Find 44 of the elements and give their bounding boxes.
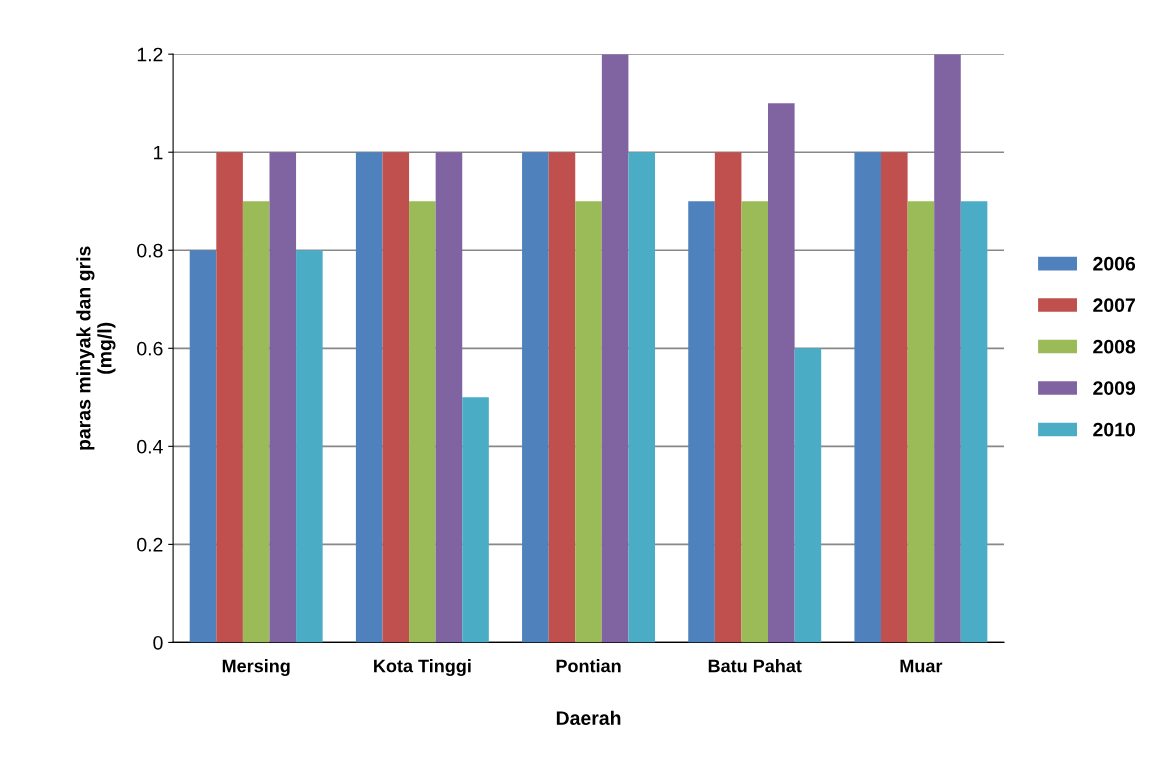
bar xyxy=(741,201,769,643)
bar xyxy=(907,201,935,643)
bar xyxy=(435,152,463,643)
y-tick-label: 1 xyxy=(154,145,163,160)
bar xyxy=(462,397,489,643)
bar xyxy=(355,152,383,643)
bar xyxy=(296,250,323,643)
legend-label: 2010 xyxy=(1093,422,1135,437)
legend-label: 2007 xyxy=(1093,298,1135,313)
bar xyxy=(960,201,988,643)
y-tick-label: 0 xyxy=(153,635,163,650)
bar xyxy=(189,250,217,643)
x-tick-label: Mersing xyxy=(222,659,290,676)
bar xyxy=(216,152,243,643)
bar xyxy=(548,152,576,643)
bar xyxy=(382,152,410,643)
x-tick-label: Kota Tinggi xyxy=(374,659,471,676)
bar xyxy=(881,152,908,643)
bar xyxy=(714,152,742,643)
y-axis-title: paras minyak dan gris (mg/l) xyxy=(76,246,116,450)
bar xyxy=(269,152,297,643)
bar xyxy=(628,152,656,643)
y-tick-label: 0.8 xyxy=(137,243,163,258)
x-tick-label: Pontian xyxy=(556,659,621,673)
legend-label: 2008 xyxy=(1093,339,1136,354)
bar xyxy=(409,201,436,643)
y-tick-label: 0.2 xyxy=(137,537,163,552)
bar xyxy=(768,103,795,643)
bar xyxy=(794,348,822,643)
x-axis-title: Daerah xyxy=(556,710,621,725)
legend-label: 2009 xyxy=(1093,381,1136,395)
bar xyxy=(854,152,882,643)
y-tick-label: 0.6 xyxy=(137,341,163,356)
x-tick-label: Batu Pahat xyxy=(708,659,802,673)
bar xyxy=(522,152,549,643)
bar xyxy=(575,201,602,643)
bar xyxy=(242,201,270,643)
legend-label: 2006 xyxy=(1093,256,1136,271)
y-tick-label: 0.4 xyxy=(137,439,163,454)
y-tick-label: 1.2 xyxy=(137,47,163,62)
x-tick-label: Muar xyxy=(900,659,943,673)
bar xyxy=(601,54,629,643)
bar xyxy=(934,54,961,643)
bar xyxy=(688,201,715,643)
